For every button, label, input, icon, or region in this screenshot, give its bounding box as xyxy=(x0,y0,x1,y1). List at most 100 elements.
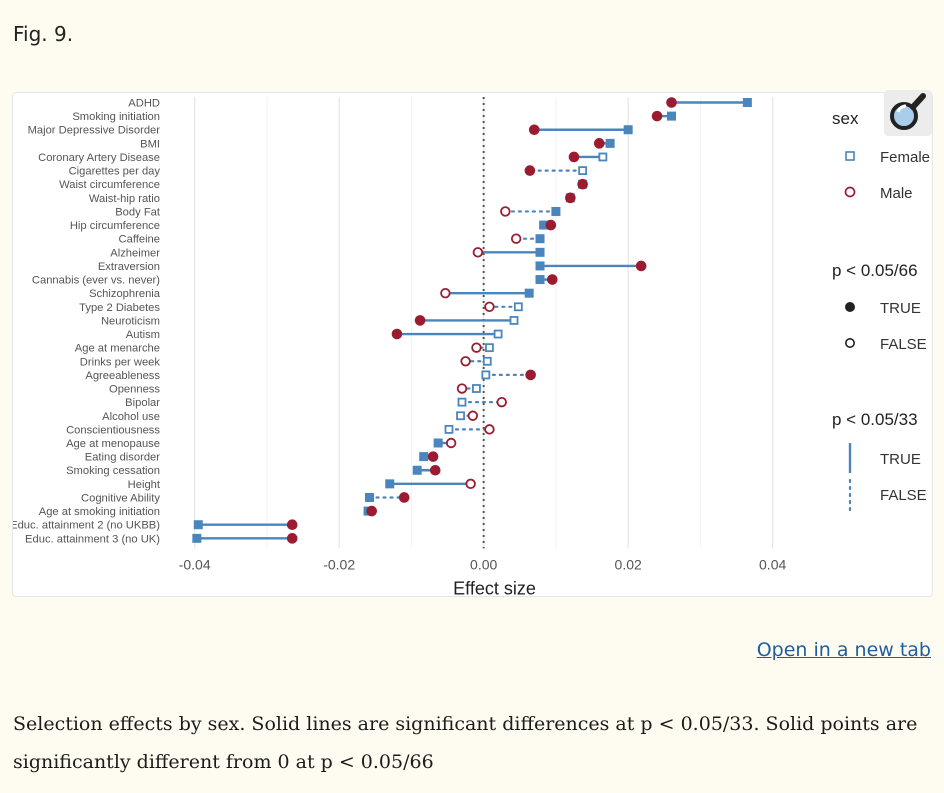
female-point xyxy=(457,397,467,407)
female-point xyxy=(667,111,677,121)
female-point xyxy=(419,452,429,462)
y-tick-label: Extraversion xyxy=(98,261,160,273)
y-tick-label: Age at menopause xyxy=(66,438,160,450)
y-tick-label: Waist-hip ratio xyxy=(89,193,160,205)
y-tick-label: Cannabis (ever vs. never) xyxy=(32,275,160,287)
female-point xyxy=(472,384,481,393)
y-tick-label: Openness xyxy=(109,384,160,396)
male-point xyxy=(398,492,410,503)
y-tick-label: Type 2 Diabetes xyxy=(79,302,160,314)
female-point xyxy=(598,152,608,162)
male-point xyxy=(635,260,647,272)
y-tick-label: Educ. attainment 2 (no UKBB) xyxy=(13,520,160,532)
x-tick-label: 0.04 xyxy=(759,556,786,572)
female-point xyxy=(482,356,492,366)
x-tick-label: -0.04 xyxy=(179,556,211,572)
y-tick-label: Hip circumference xyxy=(70,220,160,232)
y-tick-label: Educ. attainment 3 (no UK) xyxy=(25,533,160,545)
y-tick-label: Eating disorder xyxy=(85,452,161,464)
legend-label-point-false: FALSE xyxy=(880,336,927,353)
female-point xyxy=(551,206,561,216)
legend-label-male: Male xyxy=(880,185,913,202)
male-point xyxy=(546,274,558,285)
y-tick-label: Coronary Artery Disease xyxy=(38,152,160,164)
male-point xyxy=(445,437,457,449)
male-point xyxy=(496,396,507,408)
male-point xyxy=(577,178,588,190)
y-tick-label: Cognitive Ability xyxy=(81,492,160,504)
female-point xyxy=(385,479,395,489)
female-point xyxy=(535,275,545,285)
legend-title-sex: sex xyxy=(832,109,859,128)
male-point xyxy=(484,424,495,435)
y-tick-label: Conscientiousness xyxy=(66,424,160,436)
male-point xyxy=(528,124,540,136)
male-point xyxy=(472,247,484,258)
male-point xyxy=(510,233,522,244)
y-tick-label: Body Fat xyxy=(115,206,161,218)
y-tick-label: Smoking initiation xyxy=(72,111,160,123)
female-point xyxy=(193,520,203,530)
magnifier-icon xyxy=(890,93,926,130)
open-in-new-tab-link[interactable]: Open in a new tab xyxy=(756,639,931,661)
female-point xyxy=(433,438,443,448)
y-tick-label: Schizophrenia xyxy=(89,288,161,300)
female-point xyxy=(524,288,534,298)
male-point xyxy=(460,356,471,367)
legend-point-true-marker xyxy=(845,302,855,312)
y-tick-label: Alzheimer xyxy=(110,247,160,259)
legend-label-line-true: TRUE xyxy=(880,451,921,468)
female-point xyxy=(365,492,375,502)
legend-label-point-true: TRUE xyxy=(880,300,921,317)
male-point xyxy=(593,138,605,149)
y-tick-label: Smoking cessation xyxy=(66,465,160,477)
y-tick-label: Major Depressive Disorder xyxy=(28,125,161,137)
legend-title-points: p < 0.05/66 xyxy=(832,261,918,280)
legend-point-false-marker xyxy=(844,338,855,349)
male-point xyxy=(414,315,426,326)
male-point xyxy=(651,110,663,122)
male-point xyxy=(484,301,495,313)
y-tick-label: Agreeableness xyxy=(85,370,160,382)
x-tick-label: 0.00 xyxy=(470,556,497,572)
zoom-button[interactable] xyxy=(884,90,932,136)
male-point xyxy=(500,206,511,217)
female-point xyxy=(539,220,549,230)
male-point xyxy=(545,219,557,231)
female-point xyxy=(623,125,633,135)
legend-label-line-false: FALSE xyxy=(880,487,927,504)
legend-male-marker xyxy=(844,186,856,198)
male-point xyxy=(440,287,451,299)
male-point xyxy=(456,383,468,394)
male-point xyxy=(286,519,298,531)
female-point xyxy=(485,343,494,353)
female-point xyxy=(535,247,545,257)
legend-female-marker xyxy=(845,151,855,161)
male-point xyxy=(391,328,403,340)
male-point xyxy=(471,342,482,353)
female-point xyxy=(192,533,202,543)
y-tick-label: Age at menarche xyxy=(75,343,160,355)
y-tick-label: Height xyxy=(128,479,161,491)
x-tick-label: 0.02 xyxy=(615,556,642,572)
male-point xyxy=(565,192,576,204)
female-point xyxy=(493,329,503,339)
y-tick-label: Drinks per week xyxy=(80,356,161,368)
male-point xyxy=(524,165,536,176)
male-point xyxy=(525,369,536,381)
male-point xyxy=(427,451,439,462)
y-tick-label: Bipolar xyxy=(125,397,160,409)
male-point xyxy=(429,464,441,476)
female-point xyxy=(444,424,454,434)
y-tick-label: Neuroticism xyxy=(101,315,160,327)
male-point xyxy=(366,505,377,517)
male-point xyxy=(286,533,298,544)
legend-label-female: Female xyxy=(880,149,930,166)
female-point xyxy=(535,234,545,244)
female-point xyxy=(481,370,491,380)
figure-image[interactable]: -0.04 -0.02 0.00 0.02 0.04 Effect size ADHD Smo… xyxy=(12,92,933,597)
female-point xyxy=(605,138,615,148)
x-tick-label: -0.02 xyxy=(323,556,355,572)
y-tick-label: ADHD xyxy=(128,98,160,110)
